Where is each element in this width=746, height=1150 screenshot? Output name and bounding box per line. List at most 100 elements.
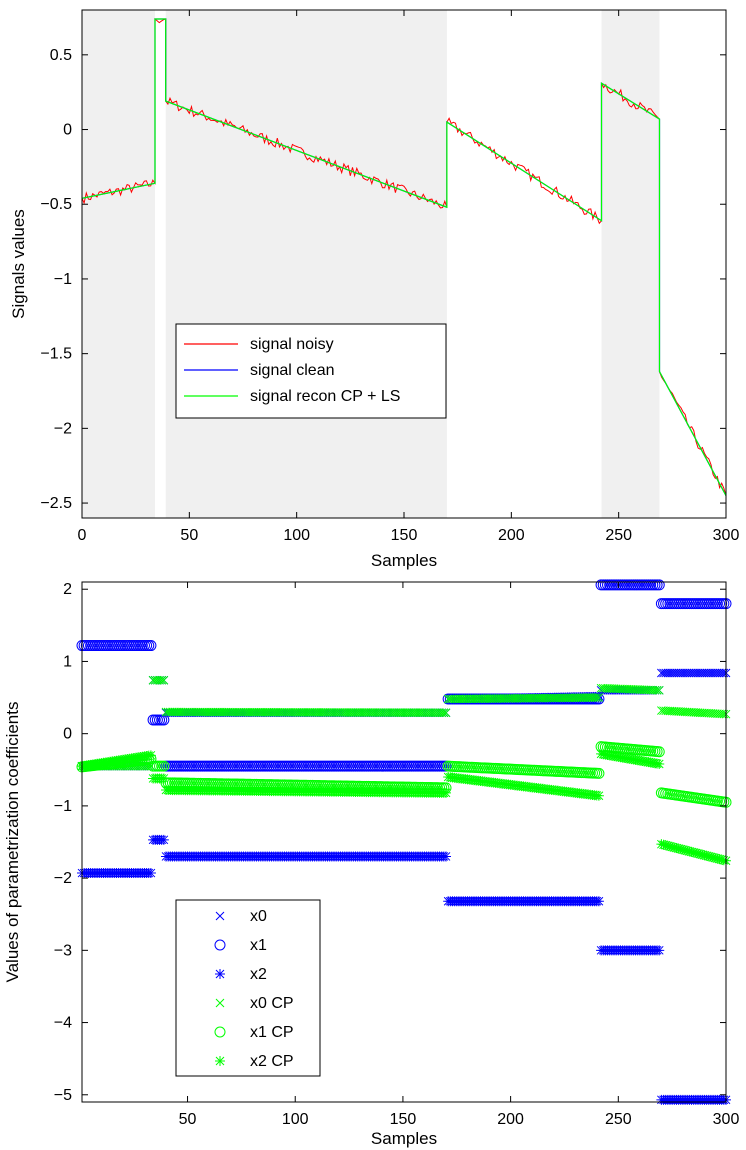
marker-x2cp: [654, 759, 665, 769]
marker-x0cp: [473, 694, 483, 704]
marker-x0cp: [183, 707, 192, 717]
marker-x0cp: [663, 706, 673, 716]
marker-x0cp: [529, 693, 539, 703]
marker-x0cp: [293, 707, 302, 717]
marker-x0cp: [163, 707, 173, 717]
legend-2: x0 x1 x2 x0 CP x1 CP x2 CP: [175, 899, 321, 1077]
legend-marker: [214, 939, 226, 951]
marker-x0: [659, 668, 668, 678]
x-tick-label: 300: [713, 527, 740, 544]
marker-x0cp: [181, 707, 190, 717]
legend-label: x0: [250, 908, 267, 925]
x-tick-label: 250: [605, 1111, 632, 1128]
marker-x0cp: [573, 693, 582, 703]
coefficient-markers: [76, 579, 732, 1105]
marker-x0cp: [676, 707, 686, 716]
marker-x0cp: [545, 693, 554, 703]
legend-marker: [215, 969, 225, 979]
marker-x0cp: [370, 708, 380, 717]
marker-x0cp: [575, 693, 584, 703]
marker-x2cp: [699, 850, 710, 861]
shaded-region: [165, 10, 447, 518]
marker-x0cp: [284, 707, 294, 717]
marker-x2cp: [684, 846, 695, 857]
x-axis-label-2: Samples: [371, 1129, 437, 1148]
marker-x0cp: [243, 707, 253, 717]
marker-x0cp: [626, 684, 636, 694]
marker-x0cp: [168, 707, 177, 717]
marker-x0cp: [667, 706, 677, 716]
marker-x0cp: [364, 708, 373, 717]
marker-x0cp: [366, 708, 375, 717]
marker-x0: [693, 668, 703, 678]
marker-x0cp: [316, 708, 326, 717]
marker-x0cp: [678, 707, 688, 717]
marker-x0: [661, 668, 671, 678]
marker-x0cp: [672, 707, 681, 716]
marker-x0cp: [622, 684, 632, 694]
marker-x0cp: [219, 707, 229, 717]
marker-x0cp: [262, 707, 272, 717]
marker-x0cp: [230, 707, 240, 717]
marker-x0cp: [157, 675, 167, 685]
marker-x0cp: [159, 675, 169, 685]
marker-x0cp: [394, 708, 403, 717]
marker-x0cp: [517, 693, 526, 703]
marker-x0cp: [314, 708, 324, 717]
marker-x0cp: [232, 707, 242, 717]
marker-x0cp: [560, 693, 569, 703]
marker-x0cp: [461, 694, 470, 704]
marker-x0: [710, 668, 720, 678]
marker-x0: [665, 668, 675, 678]
marker-x0cp: [497, 694, 507, 703]
marker-x2cp: [693, 848, 703, 859]
y-tick-label: −0.5: [40, 196, 72, 213]
marker-x0cp: [613, 684, 623, 694]
marker-x0cp: [637, 685, 647, 695]
marker-x0: [657, 668, 666, 678]
y-tick-label: −3: [54, 942, 72, 959]
marker-x0cp: [202, 707, 212, 717]
marker-x0cp: [693, 708, 703, 717]
marker-x2cp: [658, 839, 669, 850]
marker-x0cp: [480, 694, 490, 704]
marker-x0cp: [547, 693, 556, 703]
marker-x0cp: [650, 685, 660, 695]
marker-x0cp: [329, 708, 339, 717]
marker-x0cp: [275, 707, 285, 717]
marker-x0cp: [639, 685, 649, 695]
marker-x0cp: [318, 708, 328, 717]
marker-x0cp: [256, 707, 266, 717]
marker-x0cp: [196, 707, 205, 717]
marker-x0: [682, 668, 692, 678]
marker-x0cp: [224, 707, 233, 717]
marker-x0cp: [176, 707, 186, 717]
marker-x0cp: [392, 708, 401, 717]
x-tick-label: 300: [713, 1111, 740, 1128]
marker-x0cp: [458, 694, 468, 704]
marker-x0cp: [400, 708, 410, 717]
marker-x0cp: [178, 707, 188, 717]
marker-x0cp: [428, 708, 438, 718]
marker-x2cp: [714, 854, 725, 865]
marker-x0cp: [437, 708, 447, 718]
marker-x0cp: [687, 707, 696, 717]
marker-x0cp: [172, 707, 182, 717]
marker-x0cp: [519, 693, 528, 703]
marker-x0cp: [417, 708, 427, 718]
marker-x2cp: [697, 849, 708, 860]
marker-x0cp: [441, 708, 451, 718]
marker-x0cp: [618, 684, 627, 694]
y-tick-label: 2: [63, 581, 72, 598]
legend-label: x2 CP: [250, 1053, 294, 1070]
marker-x0cp: [297, 707, 307, 717]
marker-x0cp: [467, 694, 477, 704]
marker-x0: [717, 668, 727, 678]
marker-x0cp: [237, 707, 246, 717]
marker-x0cp: [170, 707, 179, 717]
x-tick-label: 0: [78, 527, 87, 544]
marker-x0cp: [340, 708, 350, 717]
marker-x0cp: [185, 707, 195, 717]
marker-x1cp: [653, 746, 665, 758]
